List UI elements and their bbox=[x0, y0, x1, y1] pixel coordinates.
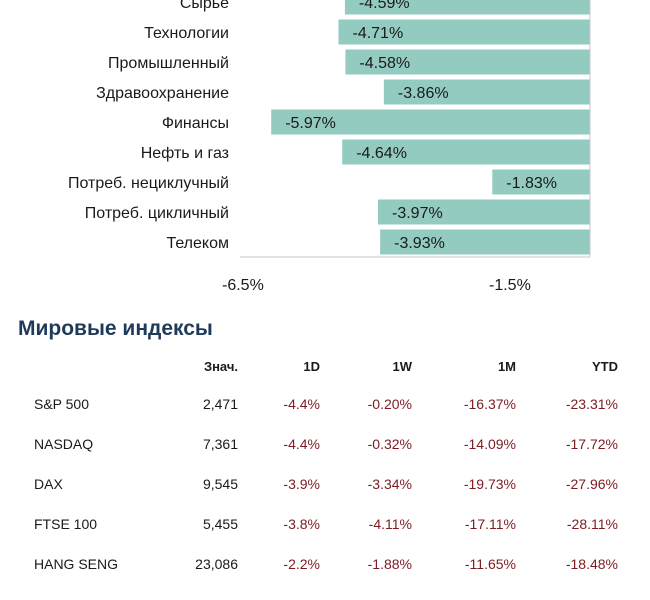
category-label: Потреб. нециклучный bbox=[68, 175, 229, 192]
header-1w: 1W bbox=[392, 358, 413, 374]
category-label: Сырье bbox=[180, 0, 229, 12]
category-label: Промышленный bbox=[108, 55, 229, 72]
bar-value-label: -1.83% bbox=[506, 175, 557, 192]
category-label: Финансы bbox=[162, 115, 229, 132]
change-ytd: -28.11% bbox=[566, 516, 618, 532]
world-indices-title: Мировые индексы bbox=[18, 317, 213, 340]
index-value: 23,086 bbox=[195, 556, 238, 572]
change-1m: -14.09% bbox=[463, 436, 516, 452]
change-1w: -1.88% bbox=[367, 556, 412, 572]
bar bbox=[380, 229, 590, 255]
category-label: Телеком bbox=[166, 235, 229, 252]
bar bbox=[344, 0, 590, 15]
bar-value-label: -3.86% bbox=[398, 85, 449, 102]
change-ytd: -27.96% bbox=[565, 476, 618, 492]
change-1m: -17.11% bbox=[464, 516, 516, 532]
change-1m: -19.73% bbox=[463, 476, 516, 492]
change-1d: -4.4% bbox=[283, 396, 320, 412]
index-value: 9,545 bbox=[202, 476, 238, 492]
table-row: S&P 500 2,471 -4.4% -0.20% -16.37% -23.3… bbox=[0, 384, 650, 424]
category-label: Технологии bbox=[144, 25, 229, 42]
header-name bbox=[0, 348, 120, 384]
header-1d: 1D bbox=[303, 358, 320, 374]
category-label: Потреб. цикличный bbox=[85, 205, 229, 222]
change-1m: -11.65% bbox=[464, 556, 516, 572]
bar-value-label: -4.59% bbox=[359, 0, 410, 12]
sector-bar-chart: -4.59% Сырье -4.71% Технологии -4.58% Промышл… bbox=[68, 0, 591, 294]
index-name: FTSE 100 bbox=[34, 516, 98, 532]
category-label: Нефть и газ bbox=[141, 145, 229, 162]
index-value: 2,471 bbox=[202, 396, 238, 412]
table-row: DAX 9,545 -3.9% -3.34% -19.73% -27.96% bbox=[0, 464, 650, 504]
index-name: DAX bbox=[34, 476, 63, 492]
change-ytd: -17.72% bbox=[565, 436, 618, 452]
change-1w: -4.11% bbox=[368, 516, 412, 532]
bar bbox=[378, 199, 590, 225]
table-row: FTSE 100 5,455 -3.8% -4.11% -17.11% -28.… bbox=[0, 504, 650, 544]
world-indices-table: Знач. 1D 1W 1M YTD S&P 500 2,471 -4.4% -… bbox=[0, 348, 650, 584]
change-ytd: -18.48% bbox=[565, 556, 618, 572]
bar-value-label: -4.58% bbox=[359, 55, 410, 72]
bar bbox=[345, 49, 590, 75]
bar bbox=[338, 19, 590, 45]
category-label: Здравоохранение bbox=[96, 85, 229, 102]
bar-value-label: -4.71% bbox=[352, 25, 403, 42]
bar-value-label: -3.93% bbox=[394, 235, 445, 252]
bar-value-label: -3.97% bbox=[392, 205, 443, 222]
change-1m: -16.37% bbox=[463, 396, 516, 412]
bar bbox=[492, 169, 590, 195]
change-1d: -2.2% bbox=[283, 556, 320, 572]
header-1m: 1M bbox=[497, 358, 516, 374]
index-value: 5,455 bbox=[202, 516, 238, 532]
change-1w: -0.20% bbox=[367, 396, 412, 412]
index-value: 7,361 bbox=[202, 436, 238, 452]
index-name: HANG SENG bbox=[34, 556, 119, 572]
header-ytd: YTD bbox=[592, 358, 618, 374]
change-1w: -0.32% bbox=[367, 436, 412, 452]
change-ytd: -23.31% bbox=[565, 396, 618, 412]
change-1d: -4.4% bbox=[283, 436, 320, 452]
table-row: NASDAQ 7,361 -4.4% -0.32% -14.09% -17.72… bbox=[0, 424, 650, 464]
index-name: NASDAQ bbox=[34, 436, 94, 452]
table-row: HANG SENG 23,086 -2.2% -1.88% -11.65% -1… bbox=[0, 544, 650, 584]
x-tick-label: -6.5% bbox=[222, 277, 264, 294]
header-value: Знач. bbox=[203, 358, 238, 374]
bar-value-label: -5.97% bbox=[285, 115, 336, 132]
index-name: S&P 500 bbox=[34, 396, 90, 412]
x-tick-label: -1.5% bbox=[489, 277, 531, 294]
bar bbox=[383, 79, 590, 105]
bar bbox=[342, 139, 590, 165]
bar bbox=[271, 109, 590, 135]
change-1d: -3.9% bbox=[283, 476, 320, 492]
change-1w: -3.34% bbox=[367, 476, 412, 492]
table-header-row: Знач. 1D 1W 1M YTD bbox=[0, 348, 650, 384]
bar-value-label: -4.64% bbox=[356, 145, 407, 162]
change-1d: -3.8% bbox=[283, 516, 320, 532]
